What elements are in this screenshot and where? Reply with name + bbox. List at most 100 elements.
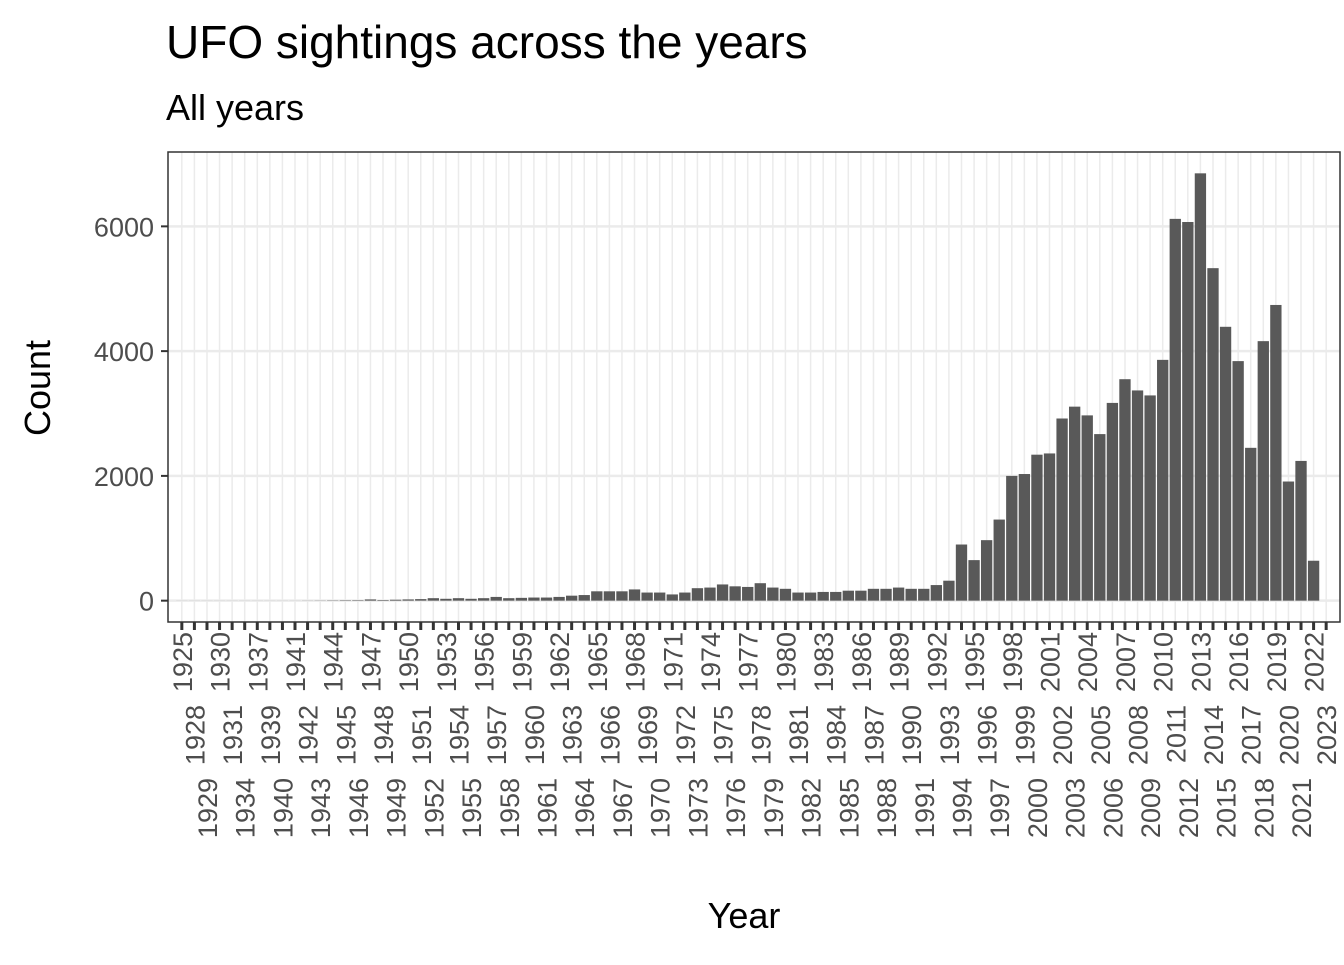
bar: [453, 598, 464, 600]
bar: [478, 598, 489, 600]
x-tick-label: 1953: [432, 632, 462, 692]
bar: [1207, 268, 1218, 601]
x-tick-label: 1945: [331, 705, 361, 765]
x-tick-label: 1941: [281, 632, 311, 692]
x-tick-label: 1968: [621, 632, 651, 692]
bar: [1258, 341, 1269, 601]
bar: [818, 592, 829, 601]
x-tick-label: 1930: [206, 632, 236, 692]
x-tick-label: 2005: [1086, 705, 1116, 765]
bar: [956, 545, 967, 601]
bar: [843, 591, 854, 601]
x-tick-label: 1993: [935, 705, 965, 765]
bar: [1232, 361, 1243, 601]
x-tick-label: 1971: [658, 632, 688, 692]
x-tick-label: 1999: [1010, 705, 1040, 765]
x-tick-label: 1978: [746, 705, 776, 765]
x-tick-label: 1989: [885, 632, 915, 692]
x-tick-label: 1969: [633, 705, 663, 765]
x-tick-label: 2006: [1098, 778, 1128, 838]
bar: [918, 589, 929, 601]
x-tick-label: 1946: [344, 778, 374, 838]
x-tick-label: 1949: [382, 778, 412, 838]
x-tick-label: 2010: [1149, 632, 1179, 692]
x-tick-label: 1987: [859, 705, 889, 765]
x-tick-label: 1985: [834, 778, 864, 838]
x-tick-label: 1981: [784, 705, 814, 765]
bar: [1295, 461, 1306, 601]
x-tick-label: 1951: [407, 705, 437, 765]
x-tick-label: 1990: [897, 705, 927, 765]
x-tick-label: 2021: [1287, 778, 1317, 838]
bar: [1132, 390, 1143, 600]
x-tick-label: 1994: [947, 778, 977, 838]
bar: [667, 594, 678, 600]
x-tick-label: 1970: [646, 778, 676, 838]
bar: [1170, 219, 1181, 601]
bar: [704, 588, 715, 601]
bar: [792, 593, 803, 601]
x-tick-label: 2018: [1249, 778, 1279, 838]
bar: [968, 560, 979, 601]
y-tick-label: 0: [139, 587, 154, 617]
x-tick-label: 1943: [306, 778, 336, 838]
x-tick-label: 1998: [998, 632, 1028, 692]
bar: [541, 598, 552, 601]
bar: [931, 585, 942, 601]
bar: [1056, 419, 1067, 601]
bar: [415, 599, 426, 601]
x-tick-label: 1991: [910, 778, 940, 838]
bar: [1107, 403, 1118, 601]
bar: [1044, 453, 1055, 600]
x-tick-label: 2002: [1048, 705, 1078, 765]
x-tick-label: 1928: [180, 705, 210, 765]
x-tick-label: 1957: [482, 705, 512, 765]
x-tick-label: 1997: [985, 778, 1015, 838]
bar: [1195, 173, 1206, 600]
x-tick-label: 2014: [1199, 705, 1229, 765]
bar: [641, 593, 652, 601]
x-tick-label: 1982: [797, 778, 827, 838]
bar: [868, 589, 879, 601]
y-tick-label: 6000: [94, 212, 154, 242]
x-tick-label: 1947: [356, 632, 386, 692]
bar: [654, 593, 665, 601]
y-tick-label: 4000: [94, 337, 154, 367]
bar: [604, 591, 615, 600]
x-axis-title: Year: [708, 895, 781, 936]
x-tick-label: 1962: [545, 632, 575, 692]
bar: [692, 588, 703, 600]
bar: [880, 589, 891, 601]
x-tick-label: 1952: [419, 778, 449, 838]
bar: [855, 591, 866, 601]
x-tick-label: 1937: [243, 632, 273, 692]
bar: [465, 599, 476, 601]
bar: [553, 597, 564, 601]
x-tick-label: 1955: [457, 778, 487, 838]
x-tick-label: 2011: [1161, 705, 1191, 763]
x-tick-label: 2016: [1224, 632, 1254, 692]
bar: [1006, 476, 1017, 601]
bar: [629, 589, 640, 600]
bar: [994, 520, 1005, 601]
x-tick-label: 1984: [822, 705, 852, 765]
x-tick-label: 1966: [595, 705, 625, 765]
bar: [440, 599, 451, 601]
bar: [377, 600, 388, 601]
bar: [591, 591, 602, 600]
x-tick-label: 1950: [394, 632, 424, 692]
x-tick-label: 1973: [683, 778, 713, 838]
x-tick-label: 1986: [847, 632, 877, 692]
x-tick-label: 2008: [1124, 705, 1154, 765]
x-tick-label: 1939: [256, 705, 286, 765]
x-tick-label: 2022: [1300, 632, 1330, 692]
bar: [729, 586, 740, 600]
bar: [805, 593, 816, 601]
x-tick-label: 2004: [1073, 632, 1103, 692]
x-tick-label: 1976: [721, 778, 751, 838]
x-tick-label: 1974: [696, 632, 726, 692]
x-tick-label: 2020: [1274, 705, 1304, 765]
x-tick-label: 1929: [193, 778, 223, 838]
bar: [1144, 395, 1155, 600]
x-tick-label: 2023: [1312, 705, 1342, 765]
